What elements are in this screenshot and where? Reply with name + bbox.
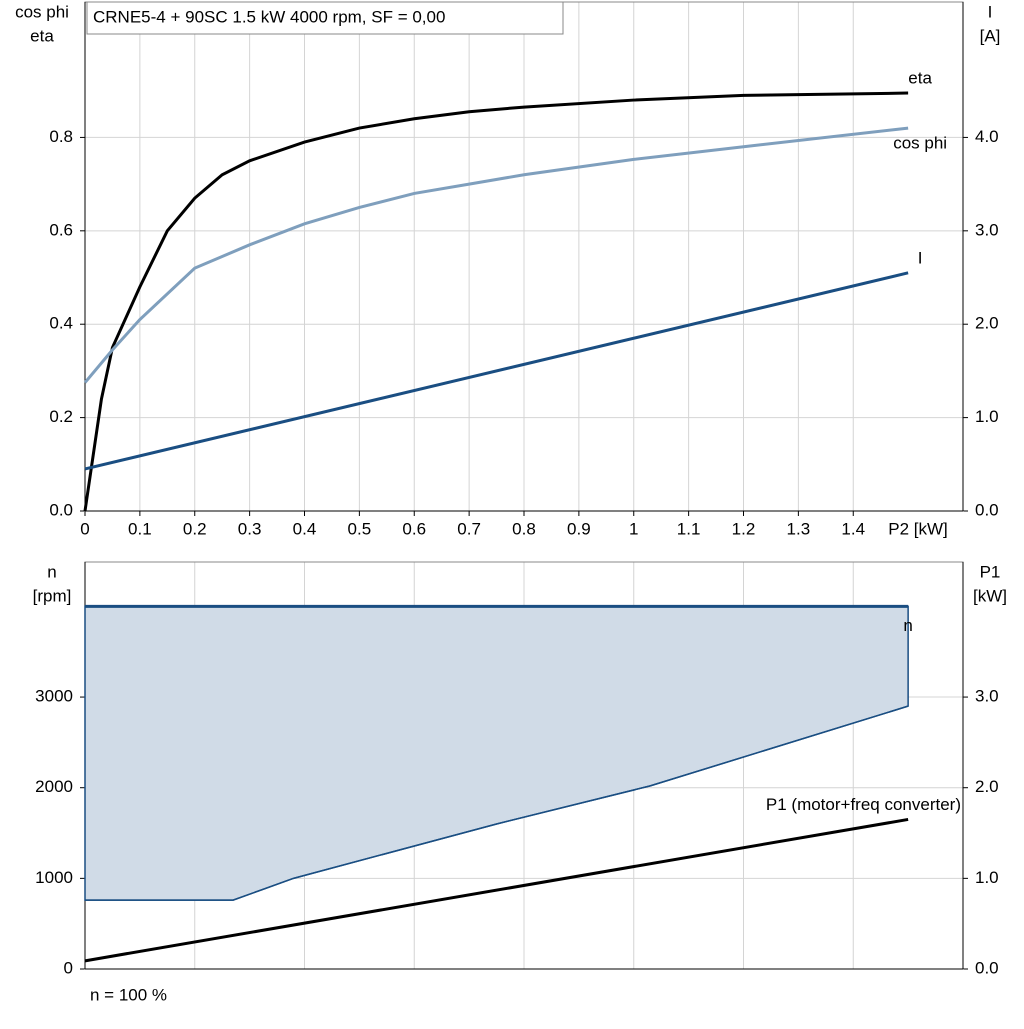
x-tick-label: 0.9 bbox=[567, 519, 591, 538]
y2-axis-label: [A] bbox=[980, 26, 1001, 45]
x-axis-label: P2 [kW] bbox=[888, 519, 948, 538]
y-axis-label: n bbox=[47, 562, 56, 581]
series-line bbox=[84, 817, 909, 963]
y2-axis-label: I bbox=[988, 2, 993, 21]
series-line bbox=[83, 126, 909, 384]
y-tick-label: 0.0 bbox=[49, 500, 73, 519]
y-tick-label: 0.6 bbox=[49, 220, 73, 239]
series-line bbox=[83, 91, 909, 512]
y-tick-label: 0 bbox=[64, 958, 73, 977]
y-tick-label: 2000 bbox=[35, 777, 73, 796]
y-tick-label: 0.2 bbox=[49, 407, 73, 426]
y2-tick-label: 4.0 bbox=[975, 127, 999, 146]
y2-tick-label: 3.0 bbox=[975, 220, 999, 239]
series-label: I bbox=[918, 248, 923, 267]
annotation: n = 100 % bbox=[90, 985, 167, 1004]
y-tick-label: 3000 bbox=[35, 687, 73, 706]
x-tick-label: 0.4 bbox=[293, 519, 317, 538]
y2-tick-label: 0.0 bbox=[975, 500, 999, 519]
x-tick-label: 0.6 bbox=[402, 519, 426, 538]
series-line bbox=[84, 271, 909, 471]
y2-axis-label: [kW] bbox=[973, 586, 1007, 605]
y2-axis-label: P1 bbox=[980, 562, 1001, 581]
y2-tick-label: 3.0 bbox=[975, 687, 999, 706]
x-tick-label: 0.2 bbox=[183, 519, 207, 538]
y2-tick-label: 1.0 bbox=[975, 868, 999, 887]
x-tick-label: 0.7 bbox=[457, 519, 481, 538]
area-band bbox=[84, 605, 909, 901]
x-tick-label: 1.3 bbox=[787, 519, 811, 538]
x-tick-label: 0.8 bbox=[512, 519, 536, 538]
y-tick-label: 0.8 bbox=[49, 127, 73, 146]
y2-tick-label: 2.0 bbox=[975, 314, 999, 333]
series-label: P1 (motor+freq converter) bbox=[766, 795, 961, 814]
series-label: cos phi bbox=[893, 134, 947, 153]
y-tick-label: 0.4 bbox=[49, 314, 73, 333]
title-box bbox=[86, 1, 564, 35]
x-tick-label: 1 bbox=[629, 519, 638, 538]
x-tick-label: 1.2 bbox=[732, 519, 756, 538]
x-tick-label: 0.1 bbox=[128, 519, 152, 538]
y2-tick-label: 0.0 bbox=[975, 958, 999, 977]
y-axis-label: cos phi bbox=[15, 2, 69, 21]
series-label: eta bbox=[908, 69, 932, 88]
y-tick-label: 1000 bbox=[35, 868, 73, 887]
y2-tick-label: 2.0 bbox=[975, 777, 999, 796]
band-lower bbox=[85, 705, 909, 901]
x-tick-label: 0 bbox=[80, 519, 89, 538]
band-label: n bbox=[903, 616, 912, 635]
x-tick-label: 0.5 bbox=[348, 519, 372, 538]
chart-title: CRNE5-4 + 90SC 1.5 kW 4000 rpm, SF = 0,0… bbox=[93, 7, 445, 26]
y-axis-label: eta bbox=[30, 26, 54, 45]
y2-tick-label: 1.0 bbox=[975, 407, 999, 426]
y-axis-label: [rpm] bbox=[33, 586, 72, 605]
x-tick-label: 0.3 bbox=[238, 519, 262, 538]
x-tick-label: 1.4 bbox=[841, 519, 865, 538]
x-tick-label: 1.1 bbox=[677, 519, 701, 538]
